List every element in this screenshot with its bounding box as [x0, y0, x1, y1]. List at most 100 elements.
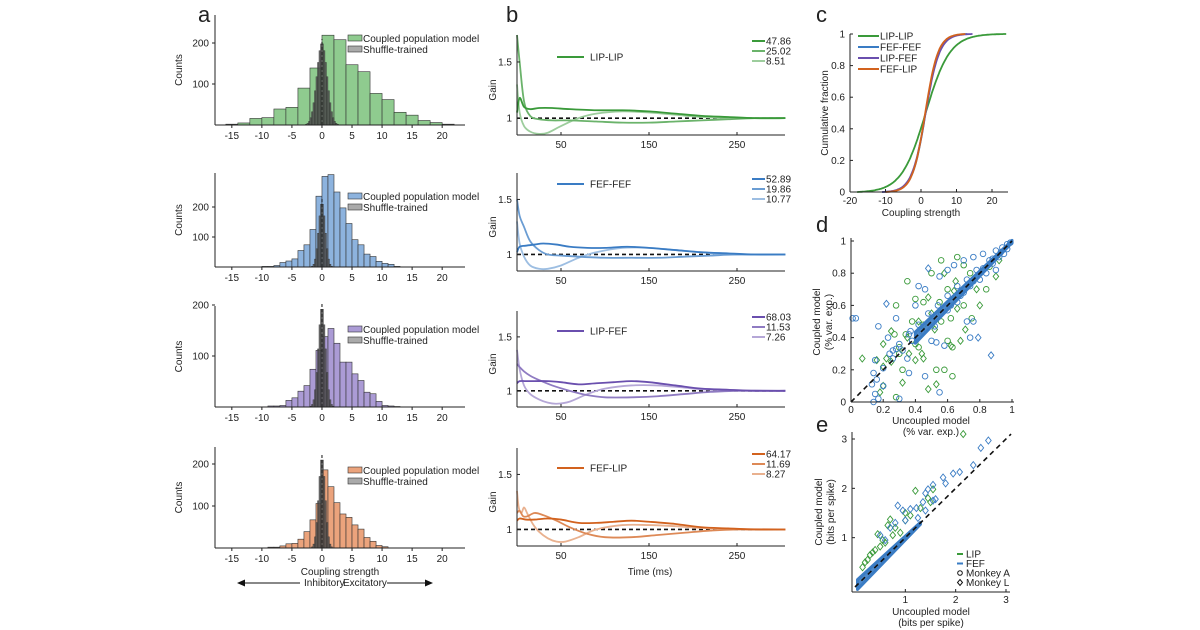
coupled-bar [327, 174, 335, 268]
scatter-point [939, 473, 947, 482]
x-tick-label: 10 [377, 273, 389, 284]
scatter-point [915, 282, 922, 290]
scatter-point [883, 354, 890, 363]
scatter-point [969, 460, 977, 470]
y-tick-label: 1 [841, 533, 847, 544]
histogram-fef-lip: -15 -10 -5 0 5 10 15 20 100 200 Counts Coupled popu… [174, 447, 479, 578]
scatter-point [886, 350, 893, 357]
scatter-point [891, 523, 899, 533]
shuffle-bar [327, 258, 330, 268]
legend-label-coupled: Coupled population model [363, 192, 479, 203]
scatter-point [949, 372, 956, 380]
scatter-point [914, 513, 922, 523]
shuffle-bar [309, 117, 312, 126]
scatter-point [933, 339, 940, 346]
y-tick-label: 0.2 [832, 365, 846, 376]
gain-curve [516, 97, 786, 120]
shuffle-bar [320, 309, 323, 408]
gain-curve [516, 517, 786, 531]
y-tick-label: 1.5 [498, 57, 512, 68]
scatter-point [936, 273, 943, 280]
x-tick-label: 15 [407, 413, 419, 424]
shuffle-bar [324, 62, 327, 126]
shuffle-bar [318, 476, 321, 549]
scatter-point [941, 342, 948, 349]
coupled-bar [339, 361, 347, 408]
x-tick-label: 15 [407, 131, 419, 142]
gain-curve [516, 363, 786, 399]
x-axis-label: Coupling strength [882, 208, 960, 219]
coupled-bar [369, 393, 377, 408]
scatter-point [915, 317, 922, 326]
y-tick-label: 1 [839, 30, 845, 41]
x-tick-label: 1 [1009, 405, 1015, 416]
pair-label: LIP-FEF [590, 327, 627, 338]
x-tick-label: -15 [225, 273, 240, 284]
scatter-point [960, 257, 967, 264]
x-tick-label: 50 [555, 551, 567, 562]
shuffle-bar [314, 90, 317, 126]
legend-value: 7.26 [766, 333, 786, 344]
y-axis-label: Gain [488, 79, 499, 100]
scatter-point [892, 302, 900, 309]
coupled-bar [249, 118, 263, 126]
x-tick-label: 0.4 [908, 405, 922, 416]
shuffle-bar [315, 76, 318, 126]
coupled-bar [357, 244, 365, 268]
coupled-bar [351, 524, 359, 549]
shuffle-bar [317, 233, 320, 268]
legend-value: 8.51 [766, 57, 786, 68]
legend-label: LIP-LIP [880, 32, 914, 43]
scatter-point [879, 381, 887, 391]
scatter-point [899, 506, 907, 515]
scatter-point [901, 516, 909, 525]
excitatory-label: Excitatory [343, 578, 387, 589]
x-tick-label: -20 [843, 196, 858, 207]
scatter-point [936, 298, 943, 306]
scatter-point [932, 494, 939, 504]
x-tick-label: 0 [848, 405, 854, 416]
scatter-point [884, 334, 892, 341]
scatter-point [920, 354, 927, 363]
y-tick-label: 1 [506, 525, 512, 536]
coupled-bar [345, 223, 353, 268]
coupled-bar [291, 397, 299, 408]
x-tick-label: 20 [437, 131, 449, 142]
shuffle-bar [318, 215, 321, 268]
scatter-point [956, 467, 964, 477]
legend-swatch-shuffle [347, 336, 363, 344]
coupled-bar [357, 71, 371, 126]
scatter-point [891, 518, 899, 528]
x-tick-label: 10 [951, 196, 963, 207]
scatter-point [881, 535, 889, 545]
shuffle-bar [323, 324, 326, 408]
x-tick-label: 0 [319, 131, 325, 142]
shuffle-bar [317, 62, 320, 126]
x-tick-label: 50 [555, 140, 567, 151]
coupled-bar [291, 258, 299, 268]
shuffle-bar [311, 111, 314, 126]
scatter-point [954, 282, 961, 290]
scatter-point [921, 372, 929, 380]
scatter-point [963, 318, 971, 325]
scatter-point [966, 269, 974, 277]
scatter-point [886, 523, 894, 533]
y-axis-label-units: (% var. exp.) [824, 294, 835, 350]
shuffle-bar [323, 476, 326, 549]
coupled-bar [351, 373, 359, 408]
scatter-point [912, 355, 919, 365]
y-axis-label: Coupled model [814, 478, 825, 545]
scatter-point [912, 295, 919, 303]
coupled-bar [279, 262, 287, 268]
x-tick-label: -10 [255, 554, 270, 565]
shuffle-bar [318, 324, 321, 408]
legend-label-coupled: Coupled population model [363, 34, 479, 45]
scatter-point [953, 304, 961, 313]
x-tick-label: 150 [641, 412, 658, 423]
coupled-bar [369, 93, 383, 126]
y-tick-label: 100 [192, 233, 209, 244]
legend-label-coupled: Coupled population model [363, 466, 479, 477]
